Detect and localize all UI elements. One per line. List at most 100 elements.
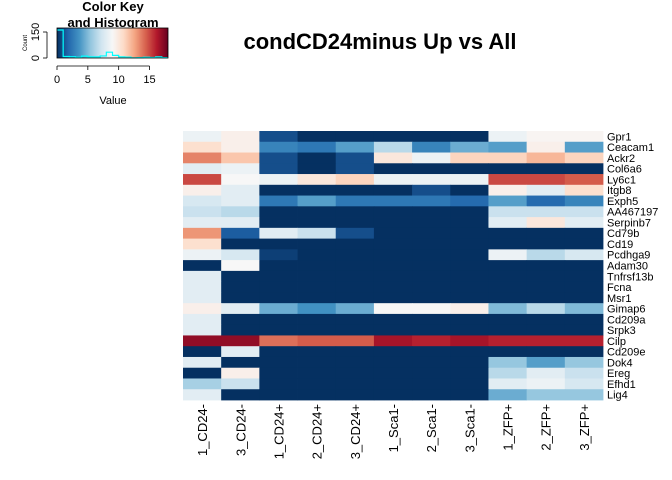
row-label: Itgb8 bbox=[607, 185, 631, 197]
heatmap-cell bbox=[335, 335, 375, 347]
row-label: Cd19 bbox=[607, 239, 633, 251]
heatmap-cell bbox=[526, 184, 566, 196]
heatmap-cell bbox=[526, 206, 566, 218]
row-label: Cd209a bbox=[607, 314, 646, 326]
heatmap-cell bbox=[526, 152, 566, 164]
heatmap-cell bbox=[412, 260, 451, 272]
heatmap-cell bbox=[183, 378, 222, 390]
heatmap-cell bbox=[412, 292, 451, 304]
heatmap-cell bbox=[412, 238, 451, 250]
heatmap-cell bbox=[488, 324, 528, 336]
heatmap-cell bbox=[221, 335, 260, 347]
heatmap-cell bbox=[526, 303, 566, 315]
heatmap-cell bbox=[221, 152, 260, 164]
heatmap-cell bbox=[526, 141, 566, 153]
column-label: 2_ZFP+ bbox=[539, 404, 554, 451]
heatmap-cell bbox=[183, 346, 222, 358]
row-label: Ceacam1 bbox=[607, 142, 654, 154]
heatmap-cell bbox=[412, 131, 451, 143]
heatmap-cell bbox=[335, 292, 375, 304]
heatmap-cell bbox=[373, 281, 413, 293]
heatmap-cell bbox=[564, 249, 604, 261]
heatmap-cell bbox=[335, 227, 375, 239]
heatmap-cell bbox=[259, 260, 298, 272]
heatmap-cell bbox=[297, 313, 337, 326]
heatmap-cell bbox=[221, 206, 260, 218]
heatmap-cell bbox=[183, 174, 222, 186]
heatmap-cell bbox=[259, 238, 298, 250]
heatmap-cell bbox=[335, 195, 375, 207]
row-label: Pcdhga9 bbox=[607, 250, 650, 262]
color-key-y-tick-label: 150 bbox=[30, 23, 42, 41]
heatmap-cell bbox=[564, 378, 604, 390]
heatmap-cell bbox=[221, 292, 260, 304]
column-label: 3_ZFP+ bbox=[577, 404, 592, 451]
heatmap-cell bbox=[221, 131, 260, 143]
heatmap-cell bbox=[183, 195, 222, 207]
row-label: Srpk3 bbox=[607, 325, 636, 337]
heatmap-cell bbox=[297, 378, 337, 390]
heatmap-cell bbox=[412, 367, 451, 379]
color-key-y-tick-label: 0 bbox=[30, 55, 42, 61]
heatmap-cell bbox=[564, 184, 604, 196]
heatmap-cell bbox=[564, 152, 604, 164]
heatmap-cell bbox=[412, 217, 451, 229]
heatmap-cell bbox=[373, 303, 413, 315]
heatmap-cell bbox=[183, 260, 222, 272]
heatmap-cell bbox=[526, 270, 566, 283]
heatmap-cell bbox=[564, 292, 604, 304]
heatmap-cell bbox=[221, 163, 260, 175]
heatmap-cell bbox=[526, 163, 566, 175]
row-label: AA467197 bbox=[607, 207, 658, 219]
heatmap-cell bbox=[488, 238, 528, 250]
row-label: Cd79b bbox=[607, 228, 639, 240]
row-label: Ly6c1 bbox=[607, 174, 636, 186]
heatmap-cell bbox=[335, 206, 375, 218]
heatmap-cell bbox=[335, 346, 375, 358]
heatmap-cell bbox=[259, 131, 298, 143]
row-label: Lig4 bbox=[607, 390, 628, 402]
heatmap-cell bbox=[335, 378, 375, 390]
column-label: 1_CD24+ bbox=[271, 404, 286, 459]
heatmap-cell bbox=[259, 195, 298, 207]
heatmap-cell bbox=[488, 184, 528, 196]
heatmap-cell bbox=[221, 378, 260, 390]
heatmap-cell bbox=[488, 206, 528, 218]
heatmap-cell bbox=[297, 335, 337, 347]
heatmap-cell bbox=[183, 324, 222, 336]
heatmap-cell bbox=[564, 313, 604, 326]
heatmap-cell bbox=[488, 163, 528, 175]
column-label: 2_Sca1- bbox=[424, 404, 439, 452]
heatmap-cell bbox=[526, 389, 566, 401]
heatmap-cell bbox=[297, 206, 337, 218]
color-key-histogram bbox=[57, 29, 168, 59]
heatmap-cell bbox=[335, 260, 375, 272]
heatmap-cell bbox=[526, 378, 566, 390]
color-key-x-axis: 0 5 10 15 bbox=[54, 65, 156, 86]
heatmap-cell bbox=[488, 152, 528, 164]
heatmap-cell bbox=[183, 367, 222, 379]
heatmap-cell bbox=[221, 249, 260, 261]
heatmap-cell bbox=[412, 356, 451, 369]
heatmap-cell bbox=[335, 324, 375, 336]
heatmap-cell bbox=[259, 227, 298, 239]
heatmap-cell bbox=[183, 163, 222, 175]
heatmap-cell bbox=[564, 367, 604, 379]
heatmap-cell bbox=[335, 131, 375, 143]
heatmap-cell bbox=[564, 141, 604, 153]
heatmap-cell bbox=[297, 346, 337, 358]
heatmap-cell bbox=[183, 303, 222, 315]
column-label: 2_CD24+ bbox=[310, 404, 325, 459]
heatmap-cell bbox=[450, 346, 489, 358]
row-labels: Gpr1Ceacam1Ackr2Col6a6Ly6c1Itgb8Exph5AA4… bbox=[607, 131, 658, 401]
heatmap-cell bbox=[373, 324, 413, 336]
heatmap-cell bbox=[297, 270, 337, 283]
heatmap-cell bbox=[259, 281, 298, 293]
heatmap-cell bbox=[412, 206, 451, 218]
heatmap-cell bbox=[450, 131, 489, 143]
row-label: Col6a6 bbox=[607, 164, 642, 176]
heatmap-cell bbox=[297, 141, 337, 153]
heatmap-cell bbox=[183, 335, 222, 347]
heatmap-cell bbox=[221, 174, 260, 186]
